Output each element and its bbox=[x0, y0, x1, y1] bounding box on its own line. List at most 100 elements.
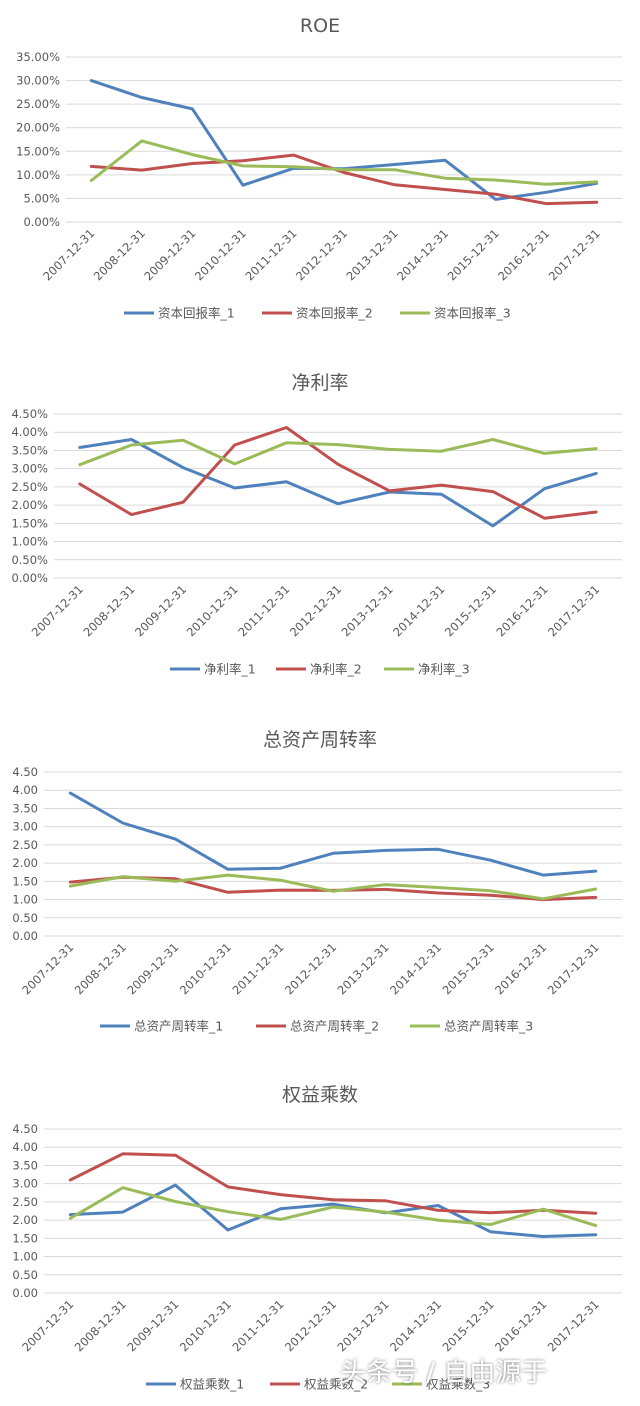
y-tick-label: 1.50% bbox=[11, 516, 48, 530]
y-tick-label: 3.50% bbox=[11, 443, 48, 457]
series-line-1 bbox=[68, 791, 598, 877]
x-tick-label: 2016-12-31 bbox=[492, 940, 549, 997]
y-tick-label: 3.00% bbox=[11, 462, 48, 476]
x-tick-label: 2013-12-31 bbox=[335, 1297, 392, 1354]
y-tick-label: 3.00 bbox=[12, 820, 38, 834]
y-tick-label: 4.00% bbox=[11, 425, 48, 439]
y-tick-label: 20.00% bbox=[16, 121, 60, 135]
y-tick-label: 35.00% bbox=[16, 50, 60, 64]
legend-label: 总资产周转率_2 bbox=[290, 1019, 379, 1034]
x-tick-label: 2011-12-31 bbox=[242, 226, 299, 283]
x-tick-label: 2011-12-31 bbox=[229, 1297, 286, 1354]
x-tick-label: 2015-12-31 bbox=[440, 940, 497, 997]
x-tick-label: 2010-12-31 bbox=[177, 1297, 234, 1354]
x-tick-label: 2007-12-31 bbox=[19, 940, 76, 997]
y-tick-label: 4.00 bbox=[12, 783, 38, 797]
x-tick-label: 2017-12-31 bbox=[545, 1297, 602, 1354]
x-tick-label: 2011-12-31 bbox=[235, 582, 292, 639]
y-tick-label: 2.50% bbox=[11, 480, 48, 494]
legend-label: 资本回报率_1 bbox=[158, 306, 235, 321]
chart-asset-turnover: 总资产周转率 0.00 0.50 1.00 1.50 2.00 2.50 3.00 3.50 4.… bbox=[0, 712, 640, 1062]
x-tick-label: 2007-12-31 bbox=[40, 226, 97, 283]
x-tick-label: 2016-12-31 bbox=[494, 582, 551, 639]
series-line-1 bbox=[78, 438, 598, 528]
x-tick-label: 2017-12-31 bbox=[545, 940, 602, 997]
legend-label: 权益乘数_2 bbox=[304, 1377, 368, 1392]
x-tick-label: 2016-12-31 bbox=[492, 1297, 549, 1354]
chart-title: 权益乘数 bbox=[282, 1084, 358, 1106]
x-tick-label: 2008-12-31 bbox=[80, 582, 137, 639]
x-tick-label: 2007-12-31 bbox=[29, 582, 86, 639]
x-tick-label: 2012-12-31 bbox=[282, 1297, 339, 1354]
x-tick-label: 2008-12-31 bbox=[91, 226, 148, 283]
chart-title: 总资产周转率 bbox=[263, 729, 377, 751]
series-line-1 bbox=[68, 1183, 598, 1238]
x-tick-label: 2008-12-31 bbox=[72, 1297, 129, 1354]
x-tick-label: 2010-12-31 bbox=[177, 940, 234, 997]
series-line-3 bbox=[78, 438, 598, 467]
series-line-3 bbox=[89, 139, 599, 186]
y-tick-label: 2.00% bbox=[11, 498, 48, 512]
y-tick-label: 0.00 bbox=[12, 1286, 38, 1300]
y-tick-label: 0.50% bbox=[11, 553, 48, 567]
legend-label: 资本回报率_2 bbox=[296, 306, 373, 321]
x-tick-label: 2015-12-31 bbox=[442, 582, 499, 639]
x-tick-label: 2015-12-31 bbox=[445, 226, 502, 283]
y-tick-label: 1.50 bbox=[12, 874, 38, 888]
y-tick-label: 4.50 bbox=[12, 765, 38, 779]
chart-svg: ROE 0.00% 5.00% 10.00% 15.00% 20.00% 25.00% 30.… bbox=[16, 15, 622, 321]
y-tick-label: 4.00 bbox=[12, 1140, 38, 1154]
y-tick-label: 30.00% bbox=[16, 74, 60, 88]
chart-title: 净利率 bbox=[291, 372, 348, 394]
y-tick-label: 1.00% bbox=[11, 535, 48, 549]
x-tick-label: 2014-12-31 bbox=[387, 940, 444, 997]
x-tick-label: 2014-12-31 bbox=[394, 226, 451, 283]
legend-label: 总资产周转率_3 bbox=[444, 1019, 533, 1034]
chart-svg: 总资产周转率 0.00 0.50 1.00 1.50 2.00 2.50 3.00 3.50 4.… bbox=[12, 729, 622, 1034]
legend-label: 权益乘数_3 bbox=[426, 1377, 490, 1392]
y-tick-label: 0.50 bbox=[12, 1268, 38, 1282]
y-tick-label: 10.00% bbox=[16, 168, 60, 182]
y-tick-label: 0.00% bbox=[23, 215, 60, 229]
x-tick-label: 2015-12-31 bbox=[440, 1297, 497, 1354]
x-tick-label: 2010-12-31 bbox=[192, 226, 249, 283]
x-tick-label: 2017-12-31 bbox=[545, 582, 602, 639]
y-tick-label: 1.00 bbox=[12, 893, 38, 907]
x-tick-label: 2012-12-31 bbox=[293, 226, 350, 283]
y-tick-label: 3.50 bbox=[12, 801, 38, 815]
y-tick-label: 2.50 bbox=[12, 838, 38, 852]
chart-net-margin: 净利率 0.00% 0.50% 1.00% 1.50% 2.00% 2.50% 3.00% 3.… bbox=[0, 355, 640, 705]
y-tick-label: 1.00 bbox=[12, 1250, 38, 1264]
chart-svg: 净利率 0.00% 0.50% 1.00% 1.50% 2.00% 2.50% 3.00% 3.… bbox=[11, 372, 622, 677]
series-line-3 bbox=[68, 1186, 598, 1228]
x-tick-label: 2007-12-31 bbox=[19, 1297, 76, 1354]
x-tick-label: 2011-12-31 bbox=[229, 940, 286, 997]
x-tick-label: 2013-12-31 bbox=[335, 940, 392, 997]
y-tick-label: 2.50 bbox=[12, 1195, 38, 1209]
x-tick-label: 2013-12-31 bbox=[339, 582, 396, 639]
legend-label: 净利率_3 bbox=[418, 662, 470, 677]
x-tick-label: 2009-12-31 bbox=[141, 226, 198, 283]
y-tick-label: 0.50 bbox=[12, 911, 38, 925]
chart-equity-multiplier: 权益乘数 0.00 0.50 1.00 1.50 2.00 2.50 3.00 3.50 4.00… bbox=[0, 1068, 640, 1406]
y-tick-label: 4.50 bbox=[12, 1122, 38, 1136]
y-tick-label: 5.00% bbox=[23, 191, 60, 205]
y-tick-label: 2.00 bbox=[12, 856, 38, 870]
x-tick-label: 2014-12-31 bbox=[390, 582, 447, 639]
series-line-2 bbox=[68, 1152, 598, 1215]
y-tick-label: 3.50 bbox=[12, 1158, 38, 1172]
y-tick-label: 0.00% bbox=[11, 571, 48, 585]
x-tick-label: 2014-12-31 bbox=[387, 1297, 444, 1354]
x-tick-label: 2017-12-31 bbox=[546, 226, 603, 283]
series-line-2 bbox=[78, 426, 598, 520]
x-tick-label: 2009-12-31 bbox=[132, 582, 189, 639]
y-tick-label: 0.00 bbox=[12, 929, 38, 943]
x-tick-label: 2013-12-31 bbox=[344, 226, 401, 283]
y-tick-label: 15.00% bbox=[16, 144, 60, 158]
x-tick-label: 2012-12-31 bbox=[287, 582, 344, 639]
chart-roe: ROE 0.00% 5.00% 10.00% 15.00% 20.00% 25.00% 30.… bbox=[0, 0, 640, 350]
y-tick-label: 1.50 bbox=[12, 1231, 38, 1245]
legend-label: 总资产周转率_1 bbox=[134, 1019, 223, 1034]
x-tick-label: 2008-12-31 bbox=[72, 940, 129, 997]
y-tick-label: 2.00 bbox=[12, 1213, 38, 1227]
